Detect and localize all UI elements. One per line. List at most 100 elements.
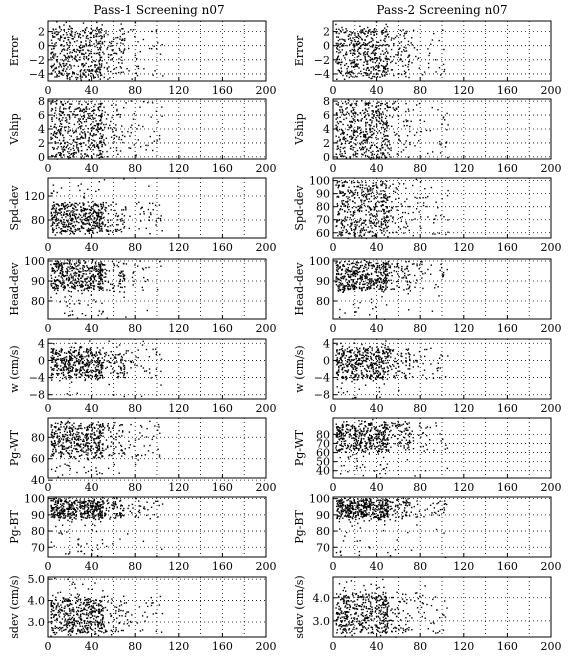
data-point [98,286,100,288]
data-point [121,125,123,127]
data-point [359,186,361,189]
data-point [85,278,87,280]
data-point [90,278,92,280]
data-point [368,274,370,276]
data-point [385,263,387,266]
data-point [356,119,359,121]
data-point [396,153,398,155]
data-point [85,120,88,123]
data-point [338,212,340,215]
data-point [374,219,377,221]
data-point [59,71,61,74]
data-point [143,213,145,215]
data-point [71,210,73,212]
data-point [370,301,373,304]
data-point [80,49,82,52]
data-point [396,262,398,265]
data-point [101,60,103,62]
data-point [425,129,428,132]
data-point [371,136,373,139]
data-point [75,368,77,370]
data-point [370,40,373,43]
data-point [53,270,55,272]
data-point [368,107,370,109]
data-point [364,59,367,61]
data-point [73,287,75,290]
data-point [71,56,73,59]
data-point [50,296,52,299]
data-point [84,208,87,210]
data-point [337,63,339,65]
data-point [339,151,342,153]
data-point [94,275,96,278]
data-point [337,122,340,125]
data-point [123,278,126,280]
data-point [375,123,378,126]
data-point [60,130,62,132]
data-point [154,70,156,72]
data-point [63,263,65,265]
data-point [393,56,395,58]
data-point [358,277,361,280]
data-point [392,217,394,219]
data-point [377,105,380,107]
data-point [99,58,101,60]
data-point [84,74,86,76]
data-point [131,124,133,126]
y-tick-label: 8 [323,95,330,108]
data-point [151,30,153,33]
data-point [72,153,75,155]
data-point [405,221,407,223]
data-point [73,303,76,305]
data-point [54,359,57,362]
data-point [442,274,445,276]
data-point [405,223,408,225]
data-point [157,217,160,219]
data-point [54,234,57,236]
data-point [68,152,70,155]
data-point [89,148,92,150]
data-point [151,102,154,104]
data-point [370,208,373,210]
data-point [389,114,391,117]
data-point [388,140,390,142]
data-point [422,273,424,275]
data-point [56,153,58,156]
data-point [100,123,102,125]
data-point [356,76,358,78]
data-point [344,285,347,287]
data-point [442,116,445,118]
data-point [77,121,79,123]
data-point [110,120,112,123]
data-point [406,30,408,33]
data-point [77,268,79,271]
data-point [98,61,100,63]
data-point [407,40,410,43]
data-point [67,228,69,231]
data-point [336,148,338,150]
data-point [367,63,369,65]
data-point [73,267,76,269]
data-point [376,185,378,188]
data-point [373,115,375,117]
data-point [88,44,90,47]
data-point [88,69,90,71]
data-point [66,268,68,270]
data-point [119,291,121,293]
data-point [115,37,117,39]
data-point [380,200,382,203]
data-point [382,286,385,288]
data-point [367,26,369,29]
data-point [406,225,409,227]
data-point [100,28,102,30]
data-point [379,122,382,125]
data-point [393,38,395,40]
data-point [100,104,102,106]
data-point [93,269,95,271]
data-point [370,200,372,203]
data-point [95,361,97,364]
data-point [79,33,81,36]
data-point [159,260,161,263]
data-point [351,268,353,270]
data-point [373,234,376,237]
